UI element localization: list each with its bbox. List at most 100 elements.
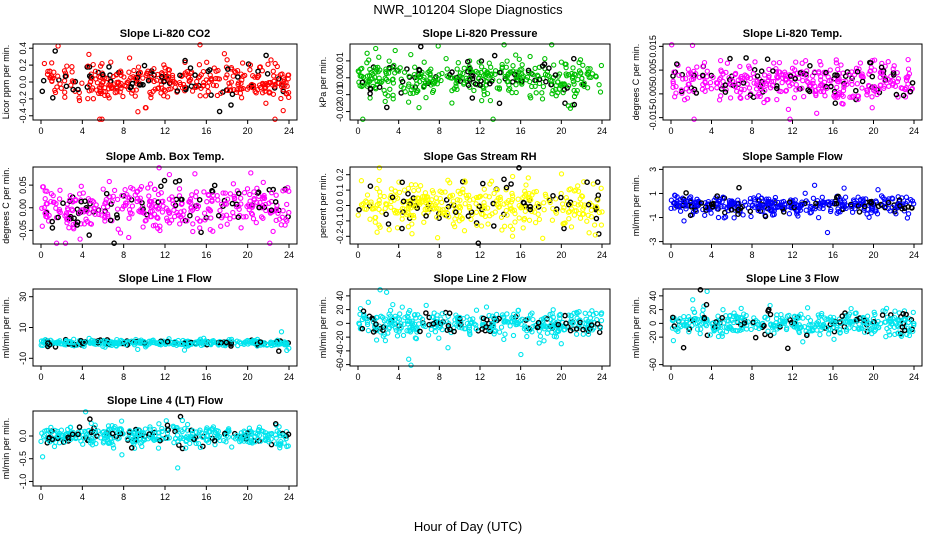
data-point	[57, 187, 63, 193]
plot-frame-6	[32, 288, 298, 367]
data-point	[143, 217, 149, 223]
data-point	[524, 333, 530, 340]
points-5	[668, 182, 917, 236]
data-point	[672, 192, 678, 199]
data-point	[201, 82, 207, 89]
x-tick-label: 0	[355, 126, 360, 136]
data-point	[61, 78, 68, 84]
data-point	[452, 223, 458, 230]
data-point	[121, 203, 127, 209]
data-point	[685, 66, 691, 72]
data-point	[791, 204, 797, 211]
data-point	[257, 84, 264, 91]
data-point	[379, 209, 385, 215]
data-point	[229, 91, 236, 98]
y-tick-label: -0.02	[335, 101, 345, 122]
data-point	[900, 92, 907, 99]
data-point	[272, 199, 279, 205]
data-point	[377, 287, 383, 293]
data-point	[584, 179, 590, 185]
data-point	[241, 190, 248, 196]
x-tick-label: 0	[38, 250, 43, 260]
data-point	[818, 77, 824, 83]
data-point	[206, 192, 212, 199]
data-point	[282, 222, 288, 228]
data-point	[845, 313, 852, 319]
data-point	[399, 216, 405, 222]
data-point	[66, 225, 72, 231]
data-point	[186, 78, 192, 84]
data-point	[355, 212, 361, 218]
data-point	[731, 310, 737, 316]
data-point	[528, 197, 534, 203]
data-point	[161, 62, 167, 68]
data-point	[76, 424, 83, 430]
data-point	[878, 201, 884, 208]
data-point	[228, 343, 234, 349]
y-tick-label: -0.2	[335, 229, 345, 245]
data-point	[907, 327, 913, 333]
data-point	[189, 88, 196, 94]
data-point	[402, 89, 408, 95]
data-point	[571, 212, 578, 218]
data-point	[151, 78, 157, 85]
data-point	[410, 323, 416, 329]
data-point	[491, 190, 497, 197]
data-point	[549, 91, 555, 97]
data-point	[42, 196, 48, 202]
data-point	[213, 75, 219, 82]
data-point	[455, 188, 461, 194]
data-point	[134, 195, 141, 202]
data-point	[573, 90, 579, 97]
data-point	[596, 82, 602, 88]
data-point	[407, 318, 413, 325]
data-point	[505, 78, 511, 85]
data-point	[891, 63, 897, 69]
data-point	[398, 321, 404, 327]
data-point	[750, 70, 756, 77]
data-point	[101, 431, 108, 438]
data-point	[376, 165, 383, 171]
data-point	[811, 182, 818, 188]
data-point	[478, 69, 484, 76]
data-point	[85, 95, 91, 102]
data-point	[164, 422, 171, 429]
data-point	[856, 209, 863, 215]
data-point	[479, 180, 486, 187]
data-point	[223, 432, 230, 439]
data-point	[518, 351, 524, 358]
data-point	[761, 322, 767, 329]
x-tick-label: 8	[121, 492, 126, 502]
data-point	[708, 210, 714, 216]
data-point	[474, 222, 480, 228]
data-point	[135, 64, 142, 70]
points-8	[669, 286, 917, 352]
data-point	[522, 208, 528, 214]
data-point	[247, 435, 254, 441]
data-point	[822, 93, 828, 99]
data-point	[530, 316, 536, 323]
data-point	[469, 212, 475, 218]
data-point	[849, 78, 855, 84]
data-point	[234, 432, 240, 439]
data-point	[265, 61, 271, 67]
data-point	[358, 73, 365, 79]
data-point	[878, 64, 885, 71]
data-point	[844, 81, 850, 87]
data-point	[430, 314, 436, 320]
y-tick-label: 0.01	[335, 52, 345, 70]
x-tick-label: 24	[284, 492, 294, 502]
data-point	[454, 86, 460, 93]
data-point	[272, 81, 278, 88]
points-2	[669, 42, 916, 122]
data-point	[373, 45, 379, 52]
data-point	[744, 94, 750, 100]
data-point	[367, 78, 373, 84]
data-point	[574, 309, 580, 316]
data-point	[114, 212, 120, 218]
data-point	[286, 188, 292, 194]
data-point	[231, 193, 237, 199]
data-point	[257, 339, 264, 345]
data-point	[565, 209, 572, 215]
data-point	[48, 198, 54, 205]
